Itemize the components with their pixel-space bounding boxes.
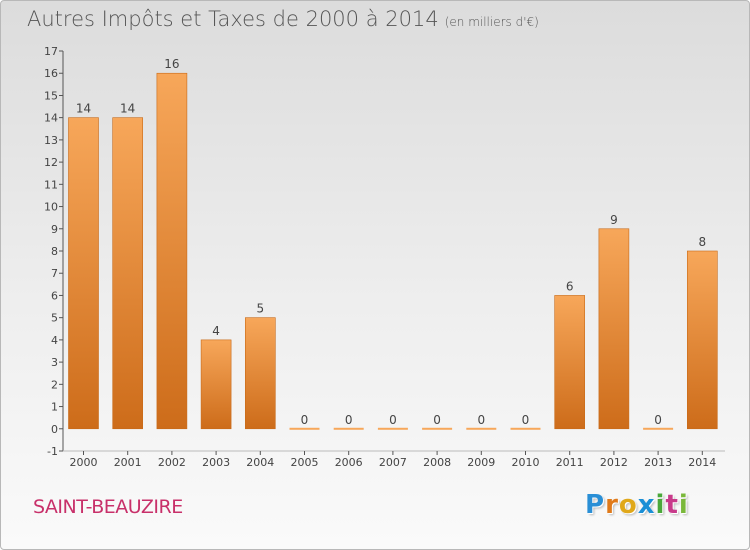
y-tick-label: 12	[44, 156, 58, 169]
x-tick-label: 2003	[202, 456, 230, 469]
bar	[377, 427, 408, 430]
bar	[422, 427, 453, 430]
bar	[112, 117, 143, 430]
bar	[554, 295, 586, 430]
data-label: 5	[256, 302, 264, 316]
y-tick-label: 1	[51, 401, 58, 414]
bar	[686, 250, 718, 430]
bar	[68, 117, 99, 430]
logo-letter: i	[678, 490, 689, 520]
y-tick-label: 3	[51, 356, 58, 369]
data-label: 0	[522, 413, 530, 427]
x-tick-label: 2007	[379, 456, 407, 469]
data-label: 14	[120, 102, 135, 116]
data-label: 0	[389, 413, 397, 427]
bar	[156, 72, 188, 430]
bar	[289, 427, 320, 430]
x-tick-label: 2004	[246, 456, 274, 469]
x-tick-label: 2008	[423, 456, 451, 469]
logo-letter: P	[585, 490, 606, 520]
y-tick-label: 6	[51, 289, 58, 302]
data-label: 0	[345, 413, 353, 427]
chart-title-text: Autres Impôts et Taxes de 2000 à 2014	[27, 7, 439, 31]
logo-letter: t	[665, 490, 679, 520]
y-tick-label: 14	[44, 112, 58, 125]
bar	[598, 228, 630, 430]
commune-name: SAINT-BEAUZIRE	[33, 496, 183, 518]
y-tick-label: 2	[51, 378, 58, 391]
data-label: 16	[164, 57, 179, 71]
bar	[510, 427, 541, 430]
x-tick-label: 2006	[335, 456, 363, 469]
data-label: 14	[76, 102, 91, 116]
x-tick-label: 2009	[467, 456, 495, 469]
y-tick-label: 8	[51, 245, 58, 258]
data-label: 0	[654, 413, 662, 427]
data-label: 0	[477, 413, 485, 427]
x-tick-label: 2000	[70, 456, 98, 469]
y-tick-label: 11	[44, 178, 58, 191]
bars	[68, 72, 718, 430]
chart-title: Autres Impôts et Taxes de 2000 à 2014 (en…	[27, 7, 539, 31]
x-tick-label: 2014	[688, 456, 716, 469]
data-label: 0	[301, 413, 309, 427]
y-tick-label: 4	[51, 334, 58, 347]
y-tick-label: 10	[44, 201, 58, 214]
y-tick-label: 16	[44, 67, 58, 80]
bar	[333, 427, 364, 430]
y-tick-label: 5	[51, 312, 58, 325]
y-tick-label: 7	[51, 267, 58, 280]
bar	[466, 427, 497, 430]
x-tick-label: 2013	[644, 456, 672, 469]
data-label: 6	[566, 279, 574, 293]
bar	[200, 339, 232, 430]
data-labels: 14 14 16 4 5 0 0 0 0 0 0 6 9 0 8	[76, 57, 706, 427]
logo-letter: x	[637, 490, 656, 520]
data-label: 9	[610, 213, 618, 227]
data-label: 4	[212, 324, 220, 338]
x-tick-label: 2011	[556, 456, 584, 469]
y-tick-label: -1	[47, 445, 58, 458]
chart-subtitle: (en milliers d'€)	[444, 15, 539, 29]
x-tick-label: 2002	[158, 456, 186, 469]
y-tick-label: 17	[44, 45, 58, 58]
proxiti-logo[interactable]: Proxiti	[585, 490, 689, 520]
y-tick-label: 9	[51, 223, 58, 236]
bar	[643, 427, 674, 430]
y-tick-label: 13	[44, 134, 58, 147]
logo-letter: o	[618, 490, 638, 520]
y-tick-label: 15	[44, 89, 58, 102]
x-tick-label: 2001	[114, 456, 142, 469]
data-label: 8	[698, 235, 706, 249]
logo-letter: r	[605, 490, 619, 520]
x-tick-label: 2012	[600, 456, 628, 469]
x-tick-label: 2010	[512, 456, 540, 469]
bar	[245, 317, 276, 430]
logo-letter: i	[655, 490, 666, 520]
x-tick-label: 2005	[291, 456, 319, 469]
data-label: 0	[433, 413, 441, 427]
y-tick-label: 0	[51, 423, 58, 436]
